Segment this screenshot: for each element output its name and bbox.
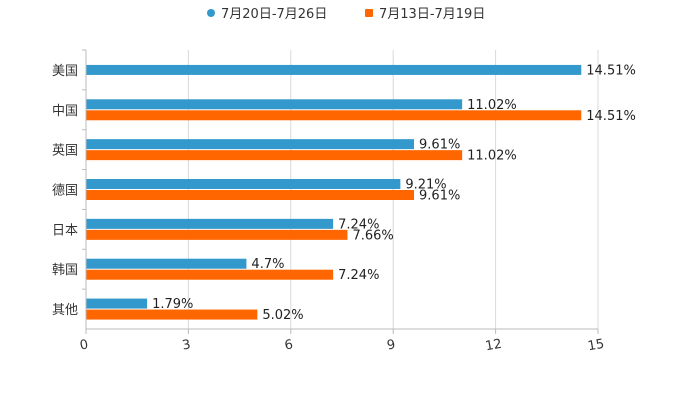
legend-item-series-2[interactable]: 7月13日-7月19日 [365,7,485,22]
legend-marker-series-2 [365,9,373,17]
data-label: 5.02% [262,308,303,323]
x-tick-label: 15 [587,337,606,355]
category-label: 韩国 [52,263,78,278]
legend-label-series-1: 7月20日-7月26日 [221,7,327,22]
category-label: 中国 [52,104,78,119]
bar-series-2[interactable] [86,309,258,320]
bar-series-1[interactable] [86,179,401,189]
data-label: 7.24% [338,217,379,232]
bar-series-1[interactable] [86,218,334,229]
legend-marker-series-1 [207,9,215,17]
data-label: 9.61% [419,189,460,204]
bars: 14.51%11.02%14.51%9.61%11.02%9.21%9.61%7… [86,63,636,323]
bar-series-1[interactable] [86,64,582,75]
gridlines [187,50,599,329]
category-label: 英国 [52,144,78,159]
bar-series-2[interactable] [86,190,415,200]
data-label: 9.61% [419,138,460,153]
bar-series-1[interactable] [86,258,247,269]
category-label: 德国 [52,184,78,199]
bar-series-1[interactable] [86,298,148,309]
data-label: 7.24% [338,268,379,283]
bar-series-1[interactable] [86,99,463,110]
x-tick-label: 9 [386,337,397,353]
data-label: 7.66% [352,228,393,243]
category-label: 美国 [52,64,78,79]
bar-series-2[interactable] [86,110,582,121]
data-label: 14.51% [586,109,636,124]
legend-item-series-1[interactable]: 7月20日-7月26日 [207,7,327,22]
legend: 7月20日-7月26日 7月13日-7月19日 [207,7,485,22]
data-label: 9.21% [405,178,446,193]
bar-series-2[interactable] [86,229,348,240]
x-tick-label: 3 [181,337,192,353]
data-label: 11.02% [467,149,517,164]
category-label: 日本 [52,223,78,238]
bar-series-2[interactable] [86,150,463,161]
x-tick-label: 12 [484,337,503,355]
bar-series-2[interactable] [86,269,334,280]
data-label: 4.7% [251,257,284,272]
data-label: 1.79% [152,297,193,312]
data-label: 11.02% [467,98,517,113]
bar-series-1[interactable] [86,139,415,150]
x-tick-label: 0 [79,337,90,353]
legend-label-series-2: 7月13日-7月19日 [379,7,485,22]
category-label: 其他 [52,303,78,318]
x-tick-label: 6 [284,337,295,353]
data-label: 14.51% [586,63,636,78]
